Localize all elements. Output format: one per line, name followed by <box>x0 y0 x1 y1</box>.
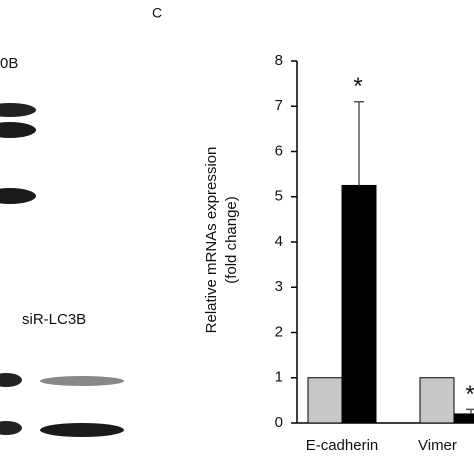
error-bar <box>466 408 474 414</box>
significance-mark: * <box>465 381 474 408</box>
blot-band <box>0 373 22 387</box>
y-axis-label: (fold change) <box>223 196 240 284</box>
x-tick-label: E-cadherin <box>306 437 379 454</box>
blot-band <box>40 376 124 386</box>
blot-band <box>40 423 124 437</box>
y-tick-label: 4 <box>275 233 283 250</box>
western-blot: 0B siR-LC3B <box>0 55 124 437</box>
y-tick-label: 7 <box>275 97 283 114</box>
y-tick-label: 6 <box>275 142 283 159</box>
blot-band <box>0 188 36 204</box>
y-tick-label: 5 <box>275 188 283 205</box>
y-tick-label: 0 <box>275 414 283 431</box>
blot-band <box>0 103 36 117</box>
y-axis-label: Relative mRNAs expression <box>203 147 220 334</box>
y-tick-label: 8 <box>275 52 283 69</box>
error-bar <box>354 100 364 186</box>
significance-mark: * <box>353 73 362 100</box>
y-tick-label: 3 <box>275 278 283 295</box>
x-tick-label: Vimer <box>418 437 457 454</box>
bar <box>453 413 474 424</box>
panel-label: C <box>152 5 162 21</box>
bar <box>307 377 343 424</box>
y-tick-label: 1 <box>275 369 283 386</box>
bar <box>419 377 455 424</box>
blot-label: 0B <box>0 55 18 72</box>
blot-band <box>0 421 22 435</box>
blot-label: siR-LC3B <box>22 311 86 328</box>
y-tick-label: 2 <box>275 323 283 340</box>
bar <box>341 184 377 424</box>
blot-band <box>0 122 36 138</box>
